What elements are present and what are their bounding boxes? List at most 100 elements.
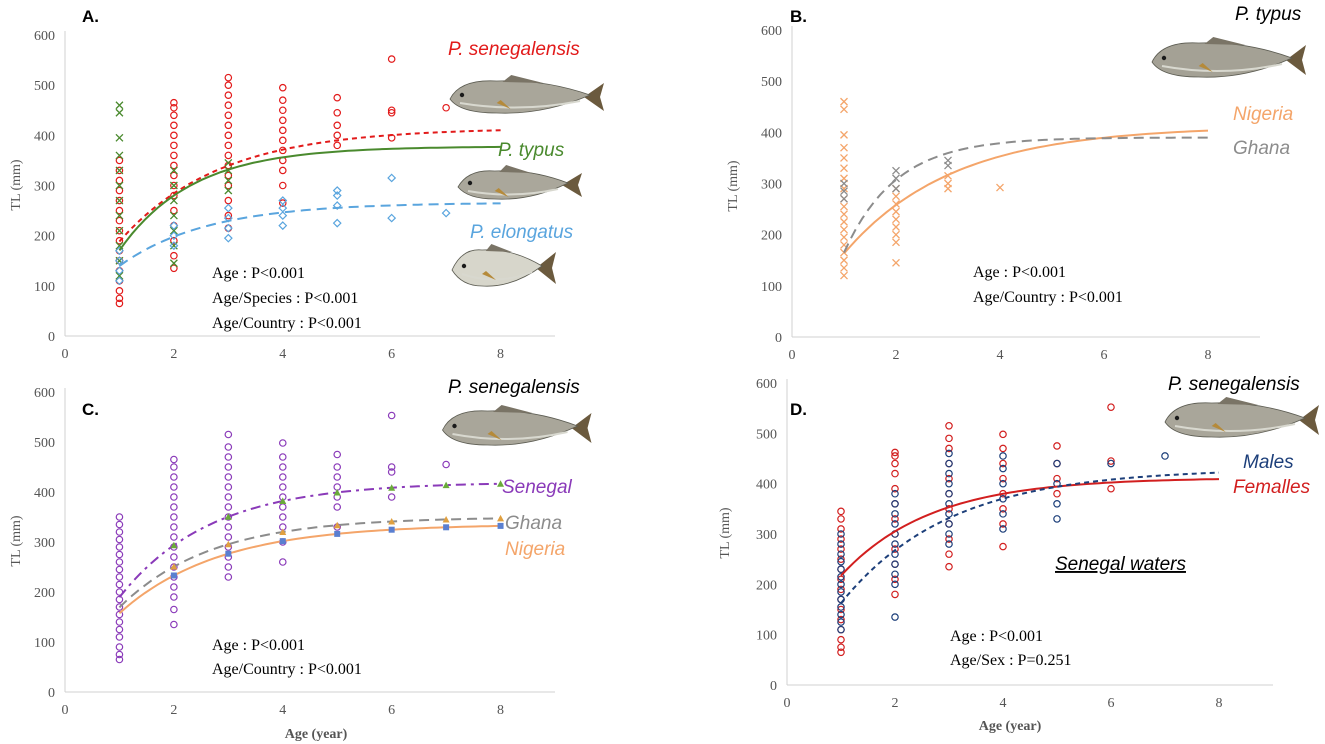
- panel-d-ytick-label: 400: [756, 478, 777, 493]
- panel-c-curve-marker: [225, 550, 232, 557]
- panel-c-curve-marker: [388, 526, 395, 533]
- panel-a-point: [387, 106, 396, 115]
- panel-c-point: [387, 463, 396, 471]
- panel-a-point: [278, 126, 287, 135]
- panel-d-xtick-label: 0: [784, 696, 791, 711]
- panel-a-point: [115, 226, 124, 235]
- panel-d-point: [945, 474, 953, 483]
- panel-a-point: [224, 224, 233, 232]
- panel-c-curve-marker: [443, 524, 450, 531]
- panel-d-point: [1107, 484, 1115, 493]
- panel-b-ytick-label: 500: [761, 75, 782, 90]
- panel-d-point: [837, 610, 845, 619]
- fish-d-senegalensis-icon-tail: [1299, 405, 1319, 435]
- panel-c-stat-1: Age : P<0.001: [212, 637, 305, 654]
- panel-c-point: [170, 503, 178, 511]
- fish-b-typus-icon-body: [1151, 42, 1294, 78]
- panel-a-point: [115, 299, 124, 308]
- panel-a-point: [114, 246, 124, 256]
- panel-c-point: [115, 650, 124, 659]
- panel-b-ytick-label: 300: [761, 178, 782, 193]
- panel-b-point: [840, 143, 848, 152]
- panel-a-stat-1: Age : P<0.001: [212, 265, 305, 282]
- panel-c-point: [224, 430, 233, 439]
- panel-c-point: [224, 573, 233, 581]
- fish-b-typus-icon-pectoral: [1198, 63, 1213, 72]
- panel-c-point: [278, 453, 287, 461]
- panel-a-point: [332, 218, 342, 228]
- panel-c-curve-marker: [279, 538, 286, 545]
- fish-d-senegalensis-icon-fin: [1217, 397, 1259, 405]
- panel-a-point: [114, 266, 124, 276]
- fish-c-senegalensis-icon-pectoral: [487, 431, 502, 440]
- panel-d-point: [1053, 442, 1061, 450]
- panel-a-point: [169, 241, 179, 251]
- panel-b-point: [892, 184, 900, 193]
- panel-a-point: [387, 108, 396, 117]
- fish-c-senegalensis-icon-body: [442, 410, 579, 446]
- panel-a-point: [333, 93, 342, 102]
- panel-c-point: [170, 605, 178, 614]
- panel-d-point: [891, 580, 899, 589]
- panel-d-point: [837, 525, 845, 533]
- panel-a-curve: [118, 202, 501, 267]
- panel-c-curve-marker: [388, 484, 396, 491]
- panel-c-point: [333, 450, 342, 459]
- panel-c-point: [115, 535, 124, 544]
- panel-d-point: [1107, 459, 1115, 468]
- panel-c-ytick-label: 400: [34, 486, 55, 501]
- panel-c-point: [387, 411, 396, 420]
- panel-c-point: [170, 620, 178, 629]
- panel-d-point: [945, 520, 953, 528]
- panel-c-point: [170, 583, 178, 591]
- panel-b-point: [840, 210, 848, 219]
- panel-d-point: [837, 557, 845, 566]
- panel-d-point: [837, 515, 845, 523]
- panel-a-stats: Age : P<0.001 Age/Species : P<0.001 Age/…: [212, 265, 362, 332]
- panel-a-point: [387, 173, 397, 183]
- panel-d-point: [999, 542, 1007, 551]
- panel-b-marks: 0 100 200 300 400 500 600 0 2 4 6 8: [761, 24, 1260, 363]
- panel-d-ylabel: TL (mm): [718, 507, 733, 559]
- panel-c-point: [224, 503, 233, 511]
- panel-d-label-females: Femalles: [1233, 477, 1311, 498]
- panel-a-point: [170, 131, 178, 140]
- panel-b-point: [840, 217, 848, 226]
- fish-a-elongatus-icon-eye: [461, 263, 467, 269]
- panel-a-ytick-label: 200: [34, 230, 55, 245]
- panel-c-point: [278, 473, 287, 481]
- panel-a-point: [115, 186, 124, 195]
- panel-d-point: [891, 452, 899, 460]
- panel-d-point: [999, 525, 1007, 533]
- panel-a-point: [115, 211, 124, 220]
- panel-a-point: [224, 73, 233, 82]
- panel-a-point: [224, 81, 233, 89]
- panel-a-point: [115, 206, 124, 215]
- panel-c-curve-marker: [333, 521, 341, 529]
- panel-a-point: [170, 251, 178, 260]
- fish-a-typus-icon-fin: [499, 165, 532, 173]
- panel-a-point: [278, 211, 288, 221]
- panel-b-xtick-label: 8: [1205, 348, 1212, 363]
- fish-a-elongatus-icon-pectoral: [482, 271, 496, 280]
- panel-c-curve-marker: [333, 488, 341, 496]
- panel-a-point: [278, 136, 287, 145]
- fish-a-elongatus-icon-fin: [485, 244, 512, 252]
- panel-b-point: [892, 258, 900, 267]
- panel-d-point: [945, 444, 953, 453]
- fish-a-senegalensis-icon-fin: [502, 75, 544, 83]
- panel-d-point: [837, 618, 845, 626]
- panel-a-point: [115, 196, 124, 205]
- panel-a-point: [224, 181, 233, 190]
- panel-c-curve-marker: [497, 522, 504, 529]
- panel-d-point: [837, 585, 845, 594]
- panel-d-point: [999, 430, 1007, 439]
- panel-d-xtick-label: 8: [1216, 696, 1223, 711]
- panel-b-label-ghana: Ghana: [1233, 138, 1290, 159]
- panel-c-xtick-label: 0: [62, 703, 69, 718]
- fish-a-senegalensis-icon-belly: [459, 100, 581, 109]
- panel-b-stat-2: Age/Country : P<0.001: [973, 289, 1123, 306]
- panel-d-marks: 0 100 200 300 400 500 600 0 2 4 6 8: [756, 377, 1273, 711]
- fish-a-senegalensis-icon-eye: [459, 92, 465, 98]
- panel-d-point: [1053, 474, 1061, 483]
